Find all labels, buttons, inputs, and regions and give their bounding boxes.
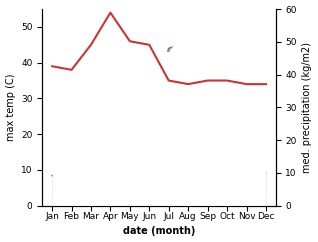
- Y-axis label: med. precipitation (kg/m2): med. precipitation (kg/m2): [302, 42, 313, 173]
- X-axis label: date (month): date (month): [123, 227, 195, 236]
- Y-axis label: max temp (C): max temp (C): [5, 74, 16, 141]
